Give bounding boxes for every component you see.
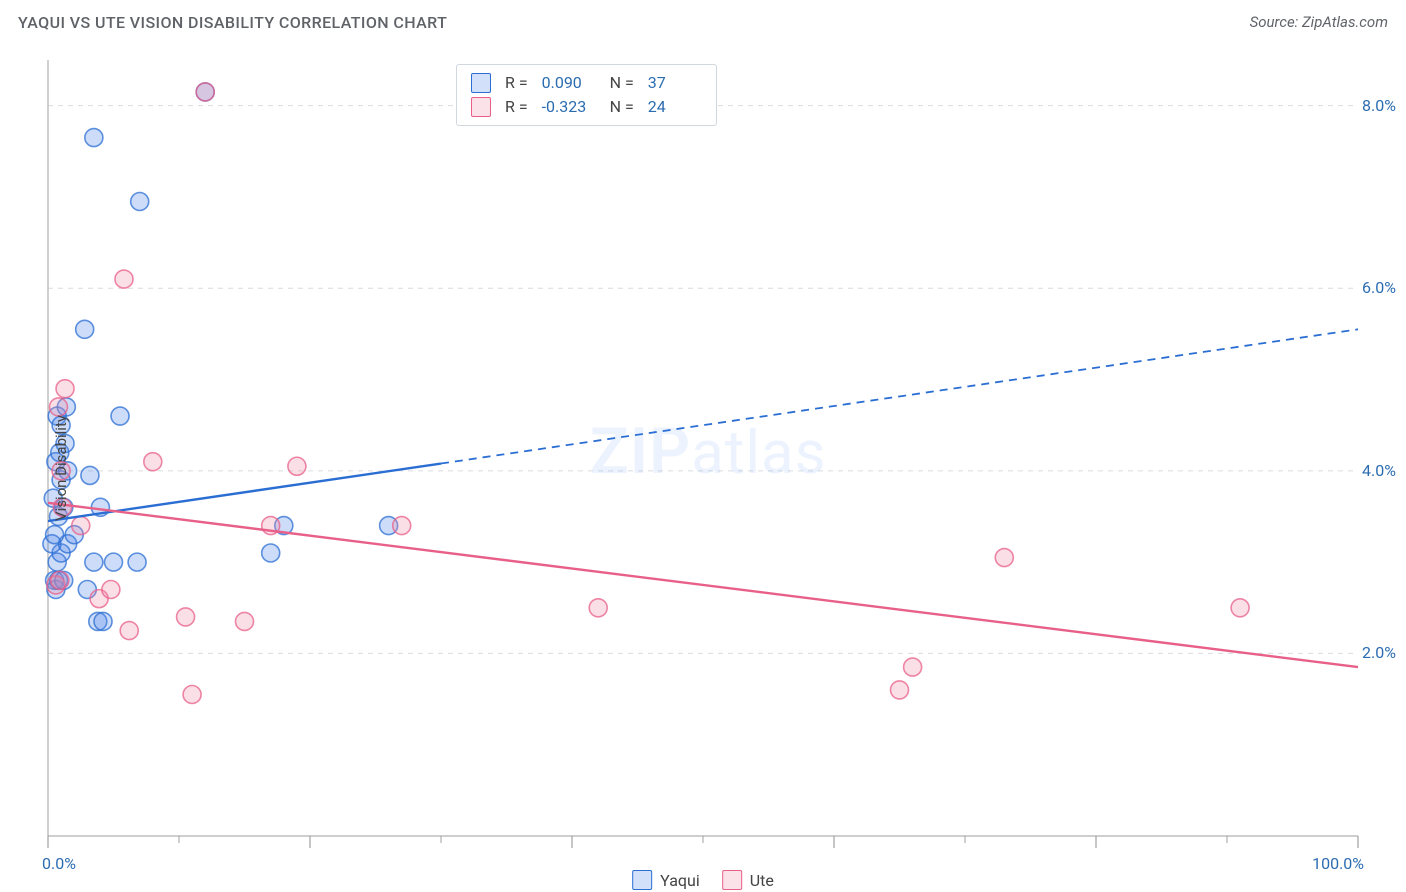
legend-stat-row: R = -0.323 N = 24	[471, 95, 702, 119]
stat-n-value: 37	[648, 71, 702, 95]
x-range-max: 100.0%	[1312, 854, 1364, 873]
y-tick-label: 4.0%	[1362, 461, 1396, 480]
legend-swatch	[632, 870, 652, 890]
scatter-chart	[0, 44, 1406, 892]
chart-area: Vision Disability ZIPatlas R =0.090N =37…	[0, 44, 1406, 892]
stat-r-value: 0.090	[542, 71, 596, 95]
legend-swatch	[722, 870, 742, 890]
y-axis-label: Vision Disability	[52, 415, 70, 521]
y-tick-label: 2.0%	[1362, 643, 1396, 662]
legend-series: Yaqui Ute	[632, 870, 774, 890]
legend-label: Yaqui	[660, 871, 700, 890]
legend-swatch	[471, 73, 491, 93]
y-tick-label: 8.0%	[1362, 96, 1396, 115]
legend-swatch	[471, 97, 491, 117]
stat-r-value: -0.323	[542, 95, 596, 119]
stat-n-label: N =	[610, 95, 634, 119]
legend-stat-row: R = 0.090 N = 37	[471, 71, 702, 95]
x-range-min: 0.0%	[42, 854, 76, 873]
stat-r-label: R =	[505, 71, 528, 95]
y-tick-label: 6.0%	[1362, 278, 1396, 297]
source-attribution: Source: ZipAtlas.com	[1250, 13, 1388, 31]
legend-label: Ute	[750, 871, 774, 890]
legend-item: Yaqui	[632, 870, 700, 890]
stat-n-label: N =	[610, 71, 634, 95]
chart-header: YAQUI VS UTE VISION DISABILITY CORRELATI…	[0, 0, 1406, 44]
stat-r-label: R =	[505, 95, 528, 119]
legend-item: Ute	[722, 870, 774, 890]
chart-title: YAQUI VS UTE VISION DISABILITY CORRELATI…	[18, 13, 447, 32]
legend-stats-box: R = 0.090 N = 37 R = -0.323 N = 24	[456, 64, 717, 126]
stat-n-value: 24	[648, 95, 702, 119]
